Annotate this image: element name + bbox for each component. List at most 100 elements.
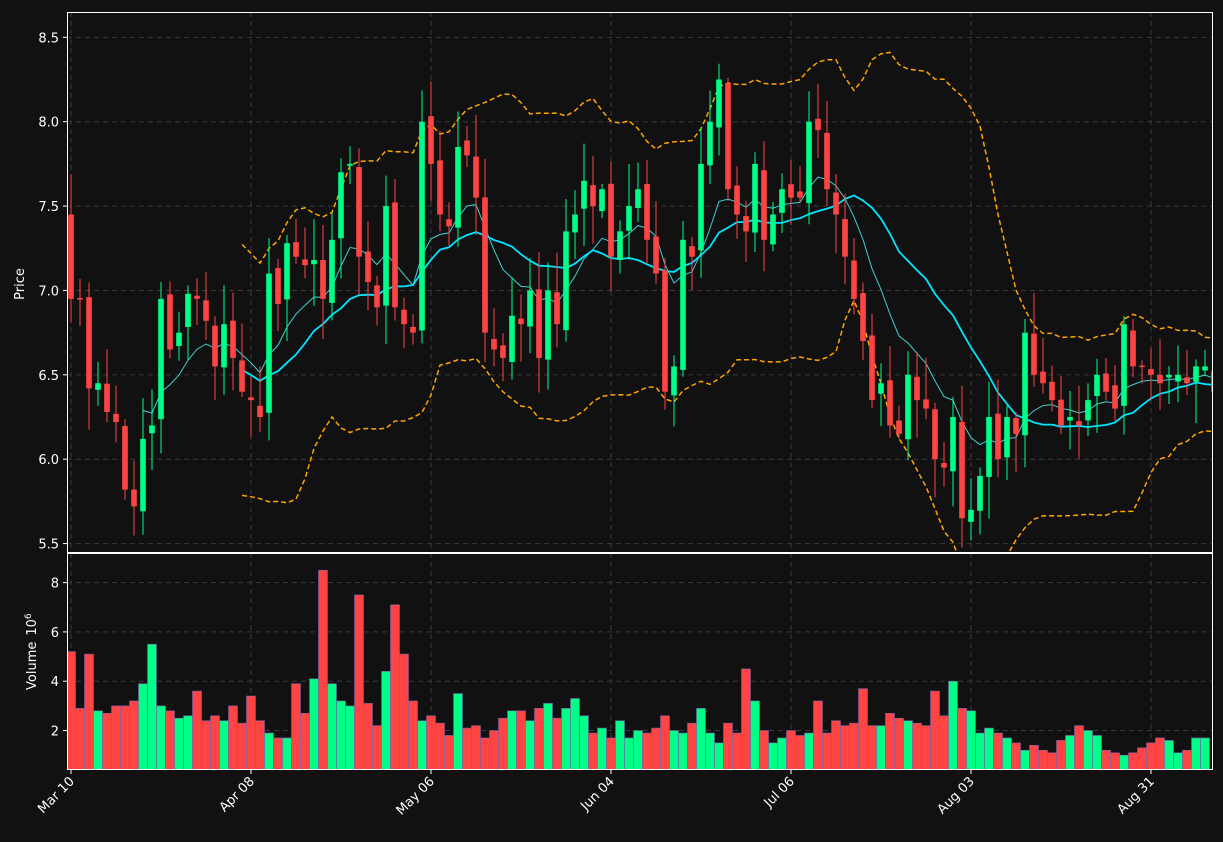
volume-bar <box>84 653 94 770</box>
candle-body <box>653 236 659 274</box>
candle-body <box>320 260 326 299</box>
volume-bar <box>75 708 85 770</box>
candle-body <box>428 116 434 164</box>
volume-bar <box>795 735 805 770</box>
candle-body <box>1004 417 1010 458</box>
candle-body <box>572 214 578 233</box>
volume-axis-label-text: Volume <box>25 642 40 690</box>
candle-body <box>1085 400 1091 421</box>
volume-bar <box>1056 740 1066 770</box>
volume-bar <box>282 737 292 770</box>
volume-bar <box>255 720 265 770</box>
volume-bar <box>1020 749 1030 770</box>
volume-bar <box>543 703 553 770</box>
candle-body <box>806 121 812 204</box>
volume-bar <box>777 737 787 770</box>
price-panel-frame <box>67 12 1213 553</box>
volume-bar <box>1200 737 1210 770</box>
volume-bar <box>1074 725 1084 770</box>
volume-bar <box>1002 737 1012 770</box>
volume-bar <box>1128 752 1138 770</box>
candle-body <box>509 315 515 362</box>
volume-bar <box>858 688 868 770</box>
candle-body <box>167 294 173 350</box>
candle-body <box>473 156 479 198</box>
volume-bar <box>138 683 148 770</box>
candle-body <box>833 192 839 215</box>
candle-body <box>365 251 371 282</box>
volume-bar <box>381 671 391 770</box>
price-tick-label: 8.0 <box>38 116 59 131</box>
candle-body <box>842 219 848 257</box>
candlesticks <box>68 63 1213 548</box>
candle-body <box>95 383 101 390</box>
volume-bar <box>714 742 724 770</box>
candle-body <box>230 320 236 358</box>
volume-bar <box>435 722 445 770</box>
candle-body <box>1094 374 1100 397</box>
volume-bar <box>93 710 103 770</box>
candle-body <box>257 405 263 417</box>
volume-bar <box>984 727 994 770</box>
volume-bar <box>291 683 301 770</box>
volume-bar <box>597 727 607 770</box>
volume-bar <box>354 594 364 770</box>
candle-body <box>977 476 983 511</box>
volume-bar <box>948 680 958 770</box>
candle-body <box>752 163 758 233</box>
candle-body <box>896 420 902 434</box>
candle-body <box>635 189 641 208</box>
volume-bar <box>921 725 931 770</box>
candle-body <box>707 121 713 166</box>
candle-body <box>536 289 542 358</box>
candle-body <box>392 202 398 308</box>
candle-body <box>194 295 200 299</box>
volume-bar <box>453 693 463 770</box>
volume-bar <box>246 695 256 770</box>
volume-bar <box>174 717 184 770</box>
volume-bar <box>561 708 571 770</box>
candle-body <box>1166 374 1172 378</box>
candle-body <box>887 380 893 426</box>
price-y-ticks: 5.5 6.0 6.5 7.0 7.5 8.0 8.5 <box>38 31 67 553</box>
bollinger-upper-line <box>241 51 1213 342</box>
candle-body <box>797 191 803 198</box>
volume-bar <box>534 708 544 770</box>
volume-bar <box>957 708 967 770</box>
volume-bar <box>813 700 823 770</box>
candle-body <box>374 285 380 308</box>
candle-body <box>410 326 416 333</box>
price-axis-label: Price <box>13 268 28 300</box>
candle-body <box>275 268 281 304</box>
volume-bar <box>480 737 490 770</box>
candle-body <box>1103 373 1109 392</box>
volume-bar <box>849 722 859 770</box>
candle-body <box>212 325 218 367</box>
volume-bar <box>192 690 202 770</box>
volume-bar <box>579 715 589 770</box>
candle-body <box>1175 374 1181 382</box>
candle-body <box>329 239 335 303</box>
volume-bar <box>705 732 715 770</box>
volume-bar <box>876 725 886 770</box>
volume-bar <box>1065 735 1075 770</box>
candle-body <box>491 339 497 350</box>
price-tick-label: 6.5 <box>38 369 59 384</box>
volume-bar <box>327 683 337 770</box>
candle-body <box>383 206 389 306</box>
volume-bar <box>930 690 940 770</box>
candle-body <box>248 397 254 401</box>
candle-body <box>113 413 119 423</box>
candle-body <box>662 270 668 392</box>
candle-body <box>590 185 596 207</box>
volume-bar <box>156 705 166 770</box>
candle-body <box>401 309 407 325</box>
volume-bar <box>120 705 130 770</box>
candle-body <box>878 383 884 394</box>
volume-bar <box>372 725 382 770</box>
volume-bar <box>345 705 355 770</box>
volume-bar <box>417 720 427 770</box>
candle-body <box>455 147 461 228</box>
volume-bar <box>750 700 760 770</box>
